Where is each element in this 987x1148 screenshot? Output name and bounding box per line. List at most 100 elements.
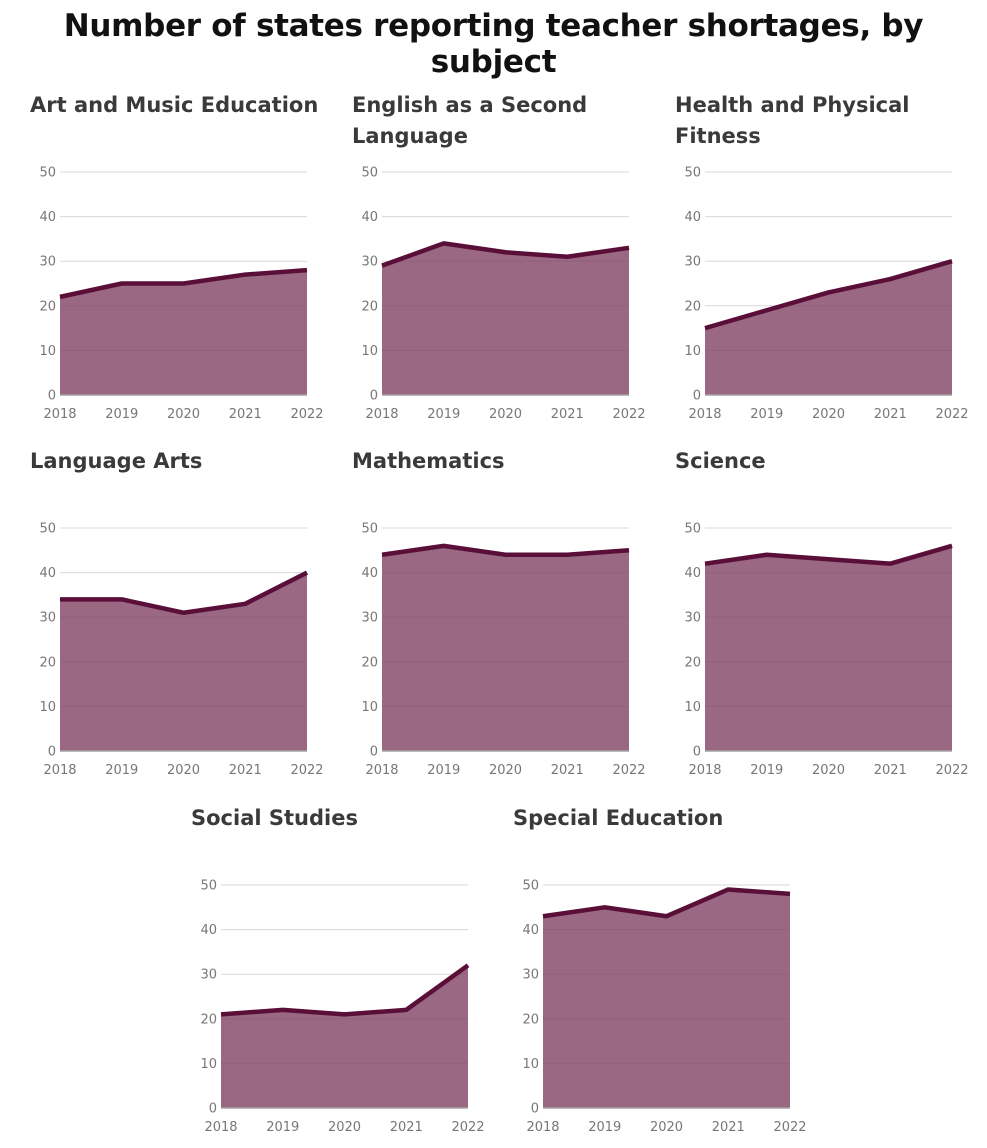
y-tick-label: 30 xyxy=(39,611,56,626)
panel-special-education: Special Education 0 10 20 30 40 50 2018 2019 202… xyxy=(513,803,823,1143)
y-tick-label: 50 xyxy=(39,166,56,181)
area-fill xyxy=(382,243,629,395)
x-tick-label: 2022 xyxy=(290,763,323,778)
y-tick-label: 40 xyxy=(361,566,378,581)
x-tick-label: 2018 xyxy=(688,407,721,422)
x-tick-label: 2020 xyxy=(812,407,845,422)
y-tick-label: 40 xyxy=(39,566,56,581)
x-tick-label: 2019 xyxy=(105,407,138,422)
y-tick-label: 0 xyxy=(370,745,378,760)
x-tick-label: 2020 xyxy=(489,407,522,422)
x-tick-label: 2022 xyxy=(612,407,645,422)
y-tick-label: 10 xyxy=(684,700,701,715)
y-tick-label: 30 xyxy=(684,255,701,270)
y-tick-label: 20 xyxy=(684,655,701,670)
x-tick-label: 2019 xyxy=(105,763,138,778)
y-tick-label: 20 xyxy=(39,655,56,670)
area-chart: 0 10 20 30 40 50 2018 2019 2020 2021 2022 xyxy=(39,166,323,423)
y-tick-label: 0 xyxy=(370,389,378,404)
x-tick-label: 2020 xyxy=(489,763,522,778)
x-tick-label: 2018 xyxy=(688,763,721,778)
x-tick-label: 2021 xyxy=(551,763,584,778)
series-line xyxy=(220,963,470,1017)
x-tick-label: 2019 xyxy=(266,1120,299,1135)
y-tick-label: 0 xyxy=(209,1102,217,1117)
x-tick-label: 2022 xyxy=(612,763,645,778)
y-tick-label: 0 xyxy=(48,389,56,404)
y-tick-label: 30 xyxy=(684,611,701,626)
x-tick-label: 2021 xyxy=(874,407,907,422)
x-tick-label: 2020 xyxy=(328,1120,361,1135)
x-tick-label: 2021 xyxy=(229,407,262,422)
x-tick-label: 2018 xyxy=(365,407,398,422)
x-tick-label: 2018 xyxy=(204,1120,237,1135)
panel-title: Science xyxy=(675,449,766,473)
area-chart: 0 10 20 30 40 50 2018 2019 2020 2021 2022 xyxy=(361,166,645,423)
x-tick-label: 2019 xyxy=(427,407,460,422)
panel-title: Art and Music Education xyxy=(30,93,319,117)
y-tick-label: 50 xyxy=(361,522,378,537)
series-line xyxy=(704,543,953,566)
panel-title: Language Arts xyxy=(30,449,203,473)
y-tick-label: 30 xyxy=(361,255,378,270)
y-tick-label: 30 xyxy=(361,611,378,626)
x-tick-label: 2022 xyxy=(935,407,968,422)
x-tick-label: 2022 xyxy=(935,763,968,778)
series-line xyxy=(381,241,630,268)
y-tick-label: 0 xyxy=(48,745,56,760)
y-tick-label: 20 xyxy=(522,1012,539,1027)
y-tick-label: 40 xyxy=(361,210,378,225)
y-tick-label: 20 xyxy=(361,655,378,670)
y-tick-label: 50 xyxy=(684,522,701,537)
y-tick-label: 50 xyxy=(361,166,378,181)
x-tick-label: 2021 xyxy=(229,763,262,778)
series-line xyxy=(704,259,953,331)
y-tick-label: 10 xyxy=(200,1057,217,1072)
y-tick-label: 0 xyxy=(693,745,701,760)
x-tick-label: 2019 xyxy=(750,763,783,778)
panel-language-arts: Language Arts 0 10 20 30 40 50 2018 2019 2020 202… xyxy=(30,446,340,786)
panel-title: Mathematics xyxy=(352,449,505,473)
panel-art-and-music-education: Art and Music Education 0 10 20 30 40 50 2018 2… xyxy=(30,90,340,430)
series-line xyxy=(59,267,308,300)
x-tick-label: 2021 xyxy=(874,763,907,778)
x-tick-label: 2020 xyxy=(650,1120,683,1135)
panel-title: English as a Second Language xyxy=(352,93,588,148)
x-tick-label: 2018 xyxy=(43,763,76,778)
panel-mathematics: Mathematics 0 10 20 30 40 50 2018 2019 2020 2021 2… xyxy=(352,446,662,786)
area-chart: 0 10 20 30 40 50 2018 2019 2020 2021 2022 xyxy=(684,166,968,423)
panel-social-studies: Social Studies 0 10 20 30 40 50 2018 2019 2020 20… xyxy=(191,803,501,1143)
y-tick-label: 50 xyxy=(684,166,701,181)
x-tick-label: 2020 xyxy=(812,763,845,778)
panel-title: Health and Physical Fitness xyxy=(675,93,910,148)
y-tick-label: 40 xyxy=(522,923,539,938)
area-fill xyxy=(221,965,468,1108)
x-tick-label: 2019 xyxy=(427,763,460,778)
y-tick-label: 50 xyxy=(522,879,539,894)
area-fill xyxy=(705,261,952,395)
area-chart: 0 10 20 30 40 50 2018 2019 2020 2021 2022 xyxy=(200,879,484,1136)
area-chart: 0 10 20 30 40 50 2018 2019 2020 2021 2022 xyxy=(361,522,645,779)
panel-health-and-physical-fitness: Health and Physical Fitness 0 10 20 30 40 50 2… xyxy=(675,90,985,430)
y-tick-label: 50 xyxy=(200,879,217,894)
area-fill xyxy=(705,545,952,751)
y-tick-label: 50 xyxy=(39,522,56,537)
x-tick-label: 2021 xyxy=(390,1120,423,1135)
y-tick-label: 10 xyxy=(39,344,56,359)
series-line xyxy=(60,570,309,615)
y-tick-label: 0 xyxy=(531,1102,539,1117)
y-tick-label: 40 xyxy=(684,566,701,581)
x-tick-label: 2018 xyxy=(43,407,76,422)
chart-title: Number of states reporting teacher short… xyxy=(63,8,924,80)
panel-title: Social Studies xyxy=(191,806,358,830)
y-tick-label: 30 xyxy=(200,968,217,983)
x-tick-label: 2020 xyxy=(167,407,200,422)
y-tick-label: 10 xyxy=(684,344,701,359)
area-fill xyxy=(60,572,307,751)
y-tick-label: 10 xyxy=(361,344,378,359)
y-tick-label: 40 xyxy=(200,923,217,938)
y-tick-label: 30 xyxy=(39,255,56,270)
x-tick-label: 2018 xyxy=(365,763,398,778)
y-tick-label: 30 xyxy=(522,968,539,983)
panel-science: Science 0 10 20 30 40 50 2018 2019 2020 2021 2022 xyxy=(675,446,985,786)
